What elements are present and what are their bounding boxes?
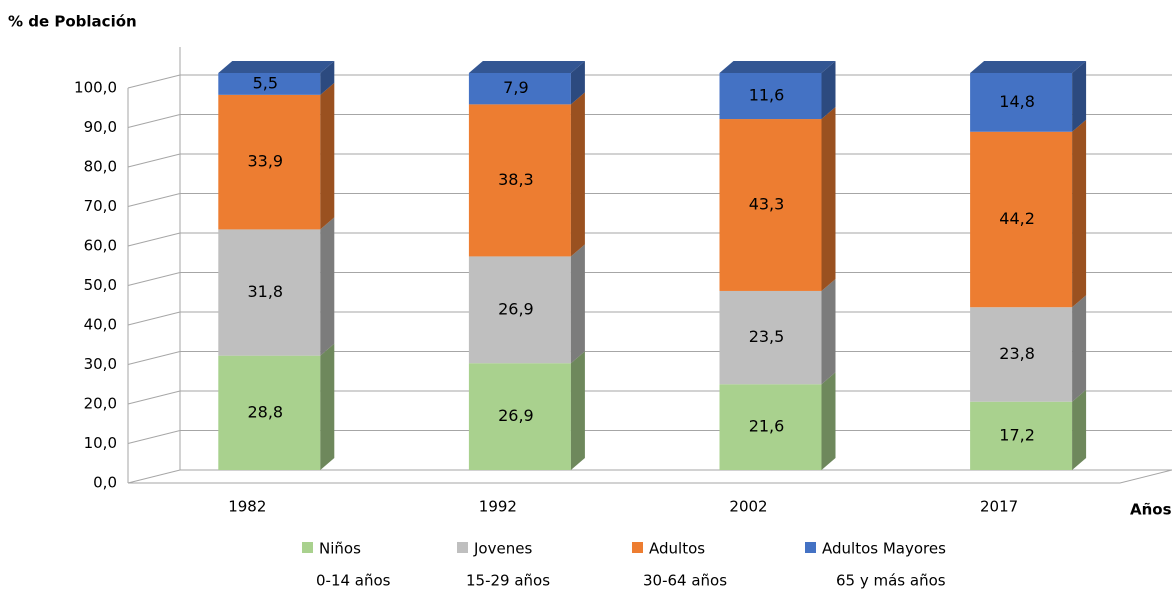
x-tick-label: 1992 — [479, 498, 517, 516]
legend-sublabel: 0-14 años — [316, 572, 391, 590]
floor-edge — [128, 469, 1172, 484]
bar-side — [1072, 119, 1087, 308]
data-label: 44,2 — [999, 209, 1035, 228]
y-tick-label: 90,0 — [84, 118, 117, 136]
legend-sublabel: 65 y más años — [836, 572, 946, 590]
y-tick-label: 20,0 — [84, 395, 117, 413]
data-label: 14,8 — [999, 92, 1035, 111]
bar — [970, 131, 1073, 308]
grid-line — [127, 153, 1172, 168]
x-tick-label: 2002 — [729, 498, 767, 516]
data-label: 33,9 — [247, 152, 283, 171]
y-tick-label: 70,0 — [84, 197, 117, 215]
grid-line — [127, 430, 1172, 444]
y-tick-label: 60,0 — [84, 237, 117, 255]
x-axis-title: Años — [1130, 501, 1172, 519]
bar-side — [570, 92, 585, 257]
bar-side — [1072, 61, 1087, 132]
bar — [468, 104, 571, 257]
data-label: 23,8 — [999, 344, 1035, 363]
bar-top — [218, 61, 335, 73]
bar — [468, 363, 571, 470]
data-label: 23,5 — [749, 327, 785, 346]
bar-side — [570, 244, 585, 364]
y-tick-label: 100,0 — [74, 79, 117, 97]
bar — [468, 256, 571, 364]
legend-swatch — [632, 542, 643, 553]
bar — [719, 290, 822, 385]
legend-sublabel: 15-29 años — [466, 572, 550, 590]
bar — [970, 401, 1073, 470]
bar-side — [320, 343, 335, 470]
grid-line — [127, 311, 1172, 326]
bar — [218, 94, 321, 230]
data-label: 26,9 — [498, 299, 534, 318]
legend-label: Adultos — [649, 540, 705, 558]
grid-line — [127, 114, 1172, 128]
legend-label: Jovenes — [473, 540, 532, 558]
legend-swatch — [302, 542, 313, 553]
bar-side — [1072, 295, 1087, 402]
grid-line — [127, 193, 1172, 207]
bar-top — [970, 61, 1087, 73]
grid-line — [127, 232, 1172, 247]
bar-side — [821, 107, 836, 291]
bar — [970, 307, 1073, 402]
grid-line — [127, 390, 1172, 405]
y-tick-label: 30,0 — [84, 355, 117, 373]
bar — [719, 119, 822, 291]
y-tick-label: 40,0 — [84, 316, 117, 334]
y-tick-label: 10,0 — [84, 434, 117, 452]
legend-label: Adultos Mayores — [822, 540, 946, 558]
data-label: 43,3 — [749, 195, 785, 214]
bar-side — [570, 351, 585, 470]
legend-swatch — [805, 542, 816, 553]
bar-top — [719, 61, 836, 73]
y-tick-label: 80,0 — [84, 158, 117, 176]
data-label: 17,2 — [999, 425, 1035, 444]
x-tick-label: 1982 — [228, 498, 266, 516]
y-tick-label: 50,0 — [84, 276, 117, 294]
data-label: 31,8 — [247, 282, 283, 301]
grid-line — [127, 74, 1172, 89]
legend-label: Niños — [319, 540, 361, 558]
bar — [719, 73, 822, 120]
bar — [218, 229, 321, 356]
y-axis-title: % de Población — [8, 13, 137, 31]
data-label: 26,9 — [498, 406, 534, 425]
bar — [218, 73, 321, 95]
data-label: 5,5 — [253, 73, 278, 92]
data-label: 21,6 — [749, 417, 785, 436]
bar — [719, 384, 822, 470]
bar-side — [821, 61, 836, 120]
bar-side — [320, 217, 335, 356]
y-tick-label: 0,0 — [93, 474, 117, 492]
data-label: 28,8 — [247, 402, 283, 421]
grid-line — [127, 351, 1172, 365]
bar-top — [468, 61, 585, 73]
legend-sublabel: 30-64 años — [643, 572, 727, 590]
grid-line — [127, 272, 1172, 286]
bar — [970, 73, 1073, 132]
bar-side — [320, 61, 335, 95]
bar-side — [1072, 389, 1087, 470]
bar — [218, 355, 321, 470]
bar-side — [570, 61, 585, 105]
bar-side — [320, 82, 335, 230]
data-label: 38,3 — [498, 170, 534, 189]
data-label: 11,6 — [749, 86, 785, 105]
bar-side — [821, 278, 836, 385]
bar — [468, 73, 571, 105]
grid-line — [127, 469, 1172, 484]
x-tick-label: 2017 — [980, 498, 1018, 516]
legend-swatch — [457, 542, 468, 553]
data-label: 7,9 — [503, 78, 528, 97]
bar-side — [821, 372, 836, 470]
